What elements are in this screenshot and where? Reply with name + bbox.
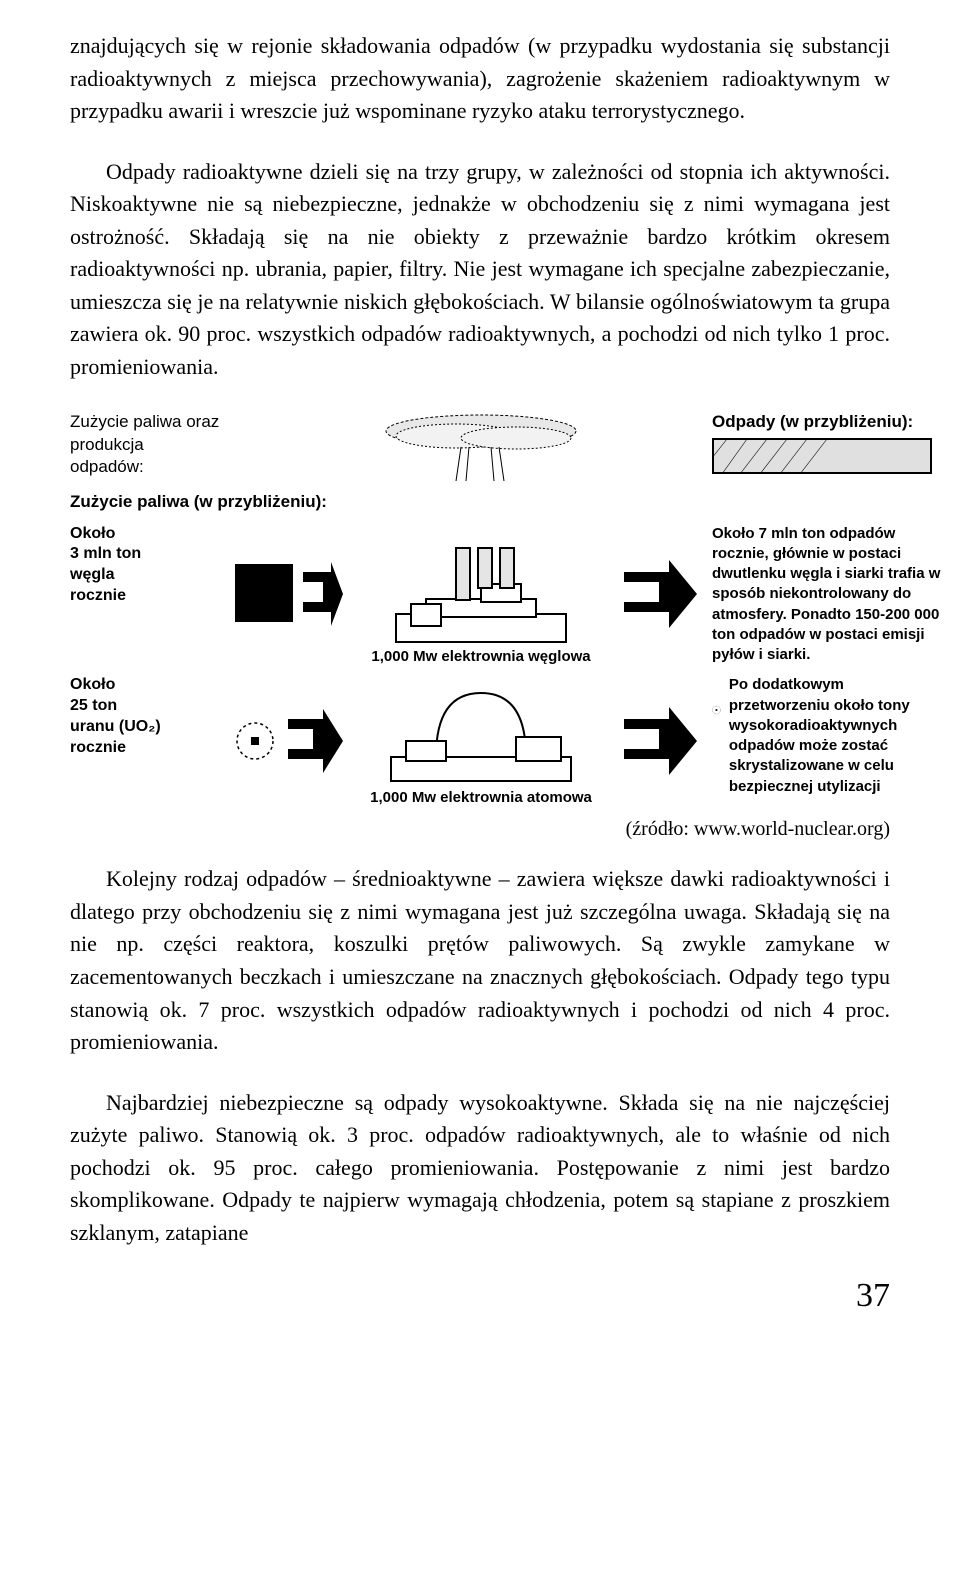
diagram-sub-left: Zużycie paliwa (w przybliżeniu): bbox=[70, 491, 348, 513]
waste-header-text: Odpady (w przybliżeniu): bbox=[712, 411, 942, 433]
spacer bbox=[614, 411, 704, 481]
paragraph-4: Najbardziej niebezpieczne są odpady wyso… bbox=[70, 1087, 890, 1250]
comparison-diagram: Zużycie paliwa oraz produkcja odpadów: O… bbox=[70, 411, 890, 806]
page-number: 37 bbox=[70, 1277, 890, 1315]
diagram-header-right: Odpady (w przybliżeniu): bbox=[712, 411, 942, 481]
nuclear-output-block: Po dodatkowym przetworzeniu około tony w… bbox=[712, 675, 942, 806]
diagram-source: (źródło: www.world-nuclear.org) bbox=[70, 818, 890, 841]
paragraph-1: znajdujących się w rejonie składowania o… bbox=[70, 30, 890, 128]
paragraph-3: Kolejny rodzaj odpadów – średnioaktywne … bbox=[70, 863, 890, 1058]
cloud-graphic bbox=[356, 411, 606, 481]
arrow-right-icon bbox=[288, 709, 343, 773]
coal-input-label: Około 3 mln ton węgla rocznie bbox=[70, 524, 220, 666]
nuclear-plant-graphic: 1,000 Mw elektrownia atomowa bbox=[356, 675, 606, 806]
arrow-right-icon bbox=[624, 560, 697, 628]
nuclear-output-arrow bbox=[614, 675, 704, 806]
waste-bar-icon bbox=[712, 438, 932, 474]
coal-plant-graphic: 1,000 Mw elektrownia węglowa bbox=[356, 524, 606, 666]
nuclear-plant-caption: 1,000 Mw elektrownia atomowa bbox=[370, 789, 592, 806]
nuclear-input-label: Około 25 ton uranu (UO₂) rocznie bbox=[70, 675, 220, 806]
coal-pile-icon bbox=[235, 564, 293, 622]
diagram-header-left: Zużycie paliwa oraz produkcja odpadów: bbox=[70, 411, 220, 481]
page: znajdujących się w rejonie składowania o… bbox=[0, 0, 960, 1345]
nuclear-input-icon-cell bbox=[228, 675, 348, 806]
paragraph-2: Odpady radioaktywne dzieli się na trzy g… bbox=[70, 156, 890, 384]
arrow-right-icon bbox=[624, 707, 697, 775]
crystal-pellet-icon bbox=[712, 675, 721, 745]
nuclear-output-text: Po dodatkowym przetworzeniu około tony w… bbox=[729, 675, 942, 797]
coal-input-icon-cell bbox=[228, 524, 348, 666]
coal-output-arrow bbox=[614, 524, 704, 666]
coal-output-text: Około 7 mln ton odpadów rocznie, głównie… bbox=[712, 524, 942, 666]
arrow-right-icon bbox=[303, 562, 343, 626]
spacer bbox=[228, 411, 348, 481]
coal-plant-caption: 1,000 Mw elektrownia węglowa bbox=[371, 648, 590, 665]
